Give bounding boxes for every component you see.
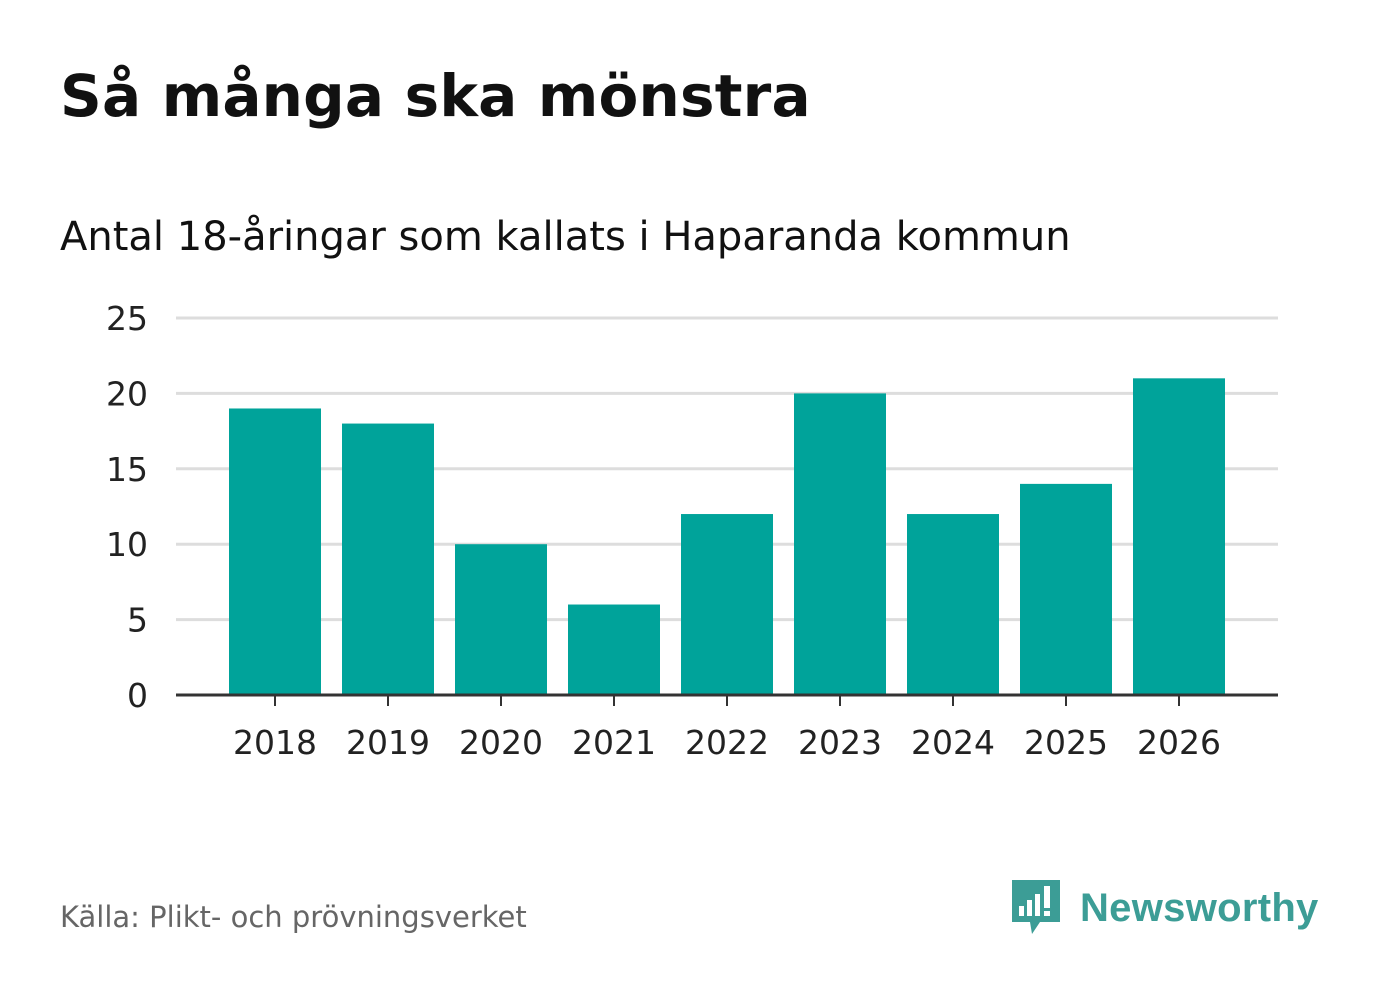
x-axis xyxy=(176,693,1278,706)
y-tick-label: 20 xyxy=(106,374,148,413)
bar-2021 xyxy=(568,604,660,695)
x-tick-label: 2021 xyxy=(572,723,656,762)
y-tick-label: 15 xyxy=(106,450,148,489)
bar-2026 xyxy=(1133,378,1225,695)
bars xyxy=(229,378,1225,695)
source-note: Källa: Plikt- och prövningsverket xyxy=(60,900,527,934)
bar-2024 xyxy=(907,514,999,695)
bar-2025 xyxy=(1020,483,1112,695)
x-tick-label: 2019 xyxy=(346,723,430,762)
chart-title: Så många ska mönstra xyxy=(60,62,811,130)
x-tick-label: 2022 xyxy=(685,723,769,762)
bar-2022 xyxy=(681,514,773,695)
y-tick-label: 0 xyxy=(127,676,148,715)
x-tick-label: 2024 xyxy=(911,723,995,762)
bar-2019 xyxy=(342,423,434,695)
brand-name: Newsworthy xyxy=(1080,885,1319,930)
newsworthy-logo-icon xyxy=(1012,880,1060,934)
x-tick-label: 2025 xyxy=(1024,723,1108,762)
bar-2023 xyxy=(794,393,886,695)
bar-2020 xyxy=(455,544,547,695)
x-tick-label: 2020 xyxy=(459,723,543,762)
y-tick-label: 10 xyxy=(106,525,148,564)
chart-subtitle: Antal 18-åringar som kallats i Haparanda… xyxy=(60,214,1071,260)
x-tick-label: 2023 xyxy=(798,723,882,762)
y-tick-label: 25 xyxy=(106,299,148,338)
brand-logo: Newsworthy xyxy=(1010,878,1319,938)
x-tick-label: 2018 xyxy=(233,723,317,762)
bar-2018 xyxy=(229,408,321,695)
x-tick-label: 2026 xyxy=(1137,723,1221,762)
y-tick-labels: 0 5 10 15 20 25 xyxy=(106,299,148,715)
y-tick-label: 5 xyxy=(127,601,148,640)
x-tick-labels: 2018 2019 2020 2021 2022 2023 2024 2025 2026 xyxy=(233,723,1221,762)
